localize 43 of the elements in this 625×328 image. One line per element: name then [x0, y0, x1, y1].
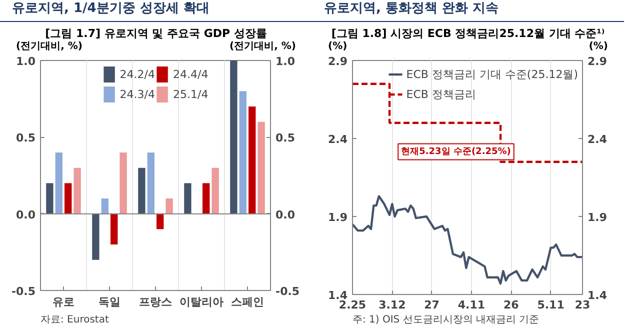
- y-tick-label: 2.9: [328, 55, 348, 68]
- y2-tick-label: -0.5: [276, 285, 300, 298]
- annotation: 현재5.23일 수준(2.25%): [401, 146, 511, 157]
- x-tick-label: 23: [574, 298, 590, 312]
- y-tick-label: 2.4: [328, 133, 348, 146]
- legend-label: 24.3/4: [120, 88, 155, 100]
- legend-label: 24.4/4: [173, 68, 208, 80]
- x-tick-label: 유로: [52, 296, 74, 308]
- x-tick-label: 5.11: [537, 298, 564, 312]
- y-axis-title: (전기대비, %): [16, 40, 82, 54]
- y-tick-label: 0.5: [16, 132, 36, 145]
- y-tick-label: 1.9: [328, 211, 348, 224]
- legend-label: 24.2/4: [120, 68, 155, 80]
- x-tick-label: 3.12: [378, 298, 406, 312]
- y2-axis-title: (전기대비, %): [230, 40, 296, 54]
- y2-tick-label: 0.0: [276, 208, 296, 222]
- x-tick-label: 독일: [98, 296, 120, 308]
- chart-title: 유로지역, 1/4분기중 성장세 확대: [12, 0, 210, 18]
- x-tick-label: 4.11: [458, 298, 486, 312]
- text: 자료: Eurostat: [40, 314, 109, 326]
- chart-title: 유로지역, 통화정책 완화 지속: [324, 0, 499, 18]
- y2-tick-label: 1.9: [588, 211, 607, 224]
- chart-subtitle: [그림 1.7] 유로지역 및 주요국 GDP 성장률: [45, 26, 267, 41]
- legend-label: 25.1/4: [173, 88, 208, 100]
- y2-tick-label: 0.5: [276, 132, 295, 145]
- y2-tick-label: 2.9: [588, 55, 607, 68]
- text: 주: 1) OIS 선도금리시장의 내재금리 기준: [352, 314, 540, 326]
- x-tick-label: 이탈리아: [180, 296, 224, 308]
- x-tick-label: 26: [503, 298, 520, 312]
- y2-axis-title: (%): [588, 40, 608, 54]
- y2-tick-label: 1.4: [588, 289, 608, 302]
- chart-subtitle: [그림 1.8] 시장의 ECB 정책금리25.12월 기대 수준¹⁾: [331, 26, 605, 41]
- x-tick-label: 프랑스: [139, 296, 172, 308]
- y-tick-label: -0.5: [11, 285, 36, 298]
- x-tick-label: 27: [424, 298, 440, 312]
- y-tick-label: 1.0: [16, 55, 36, 68]
- y2-tick-label: 1.0: [276, 55, 296, 68]
- legend-label: ECB 정책금리 기대 수준(25.12월): [406, 66, 578, 82]
- x-tick-label: 스페인: [231, 296, 264, 308]
- legend-label: ECB 정책금리: [406, 86, 476, 102]
- y2-tick-label: 2.4: [588, 133, 608, 146]
- y-tick-label: 0.0: [16, 208, 36, 222]
- y-axis-title: (%): [328, 40, 348, 54]
